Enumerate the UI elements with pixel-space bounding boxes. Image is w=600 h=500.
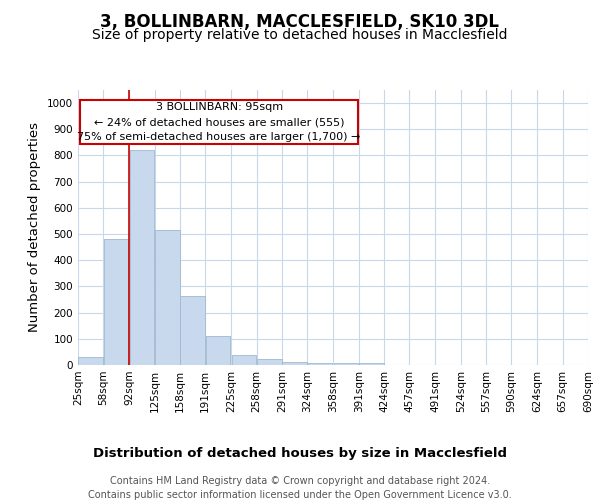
Bar — [206, 336, 230, 365]
Bar — [334, 363, 358, 365]
Text: Size of property relative to detached houses in Macclesfield: Size of property relative to detached ho… — [92, 28, 508, 42]
Text: 3, BOLLINBARN, MACCLESFIELD, SK10 3DL: 3, BOLLINBARN, MACCLESFIELD, SK10 3DL — [101, 12, 499, 30]
Bar — [130, 150, 154, 365]
Text: Distribution of detached houses by size in Macclesfield: Distribution of detached houses by size … — [93, 448, 507, 460]
Bar — [359, 363, 383, 365]
Text: Contains HM Land Registry data © Crown copyright and database right 2024.
Contai: Contains HM Land Registry data © Crown c… — [88, 476, 512, 500]
Bar — [155, 230, 179, 365]
Bar — [308, 363, 332, 365]
Bar — [232, 355, 256, 365]
Y-axis label: Number of detached properties: Number of detached properties — [28, 122, 41, 332]
Bar — [104, 240, 128, 365]
FancyBboxPatch shape — [80, 100, 358, 144]
Bar — [257, 359, 281, 365]
Text: 3 BOLLINBARN: 95sqm
← 24% of detached houses are smaller (555)
75% of semi-detac: 3 BOLLINBARN: 95sqm ← 24% of detached ho… — [77, 102, 361, 142]
Bar — [79, 357, 103, 365]
Bar — [181, 296, 205, 365]
Bar — [283, 362, 307, 365]
